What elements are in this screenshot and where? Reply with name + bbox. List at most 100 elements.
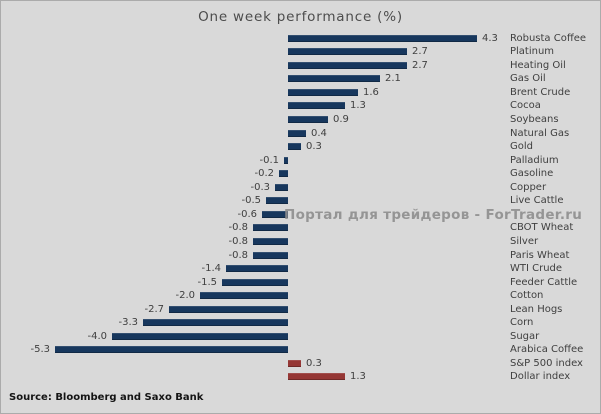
value-label: 4.3 (482, 32, 498, 44)
value-label: -2.0 (175, 290, 195, 302)
category-label: Cocoa (510, 100, 541, 112)
commodity-bar (222, 278, 288, 286)
bar-row: 2.7 Platinum (1, 45, 600, 59)
commodity-bar (266, 197, 288, 205)
commodity-bar (200, 292, 288, 300)
value-label: -4.0 (87, 330, 107, 342)
commodity-bar (253, 224, 288, 232)
commodity-bar (169, 305, 288, 313)
value-label: -1.5 (197, 276, 217, 288)
bar-row: 0.3 Gold (1, 140, 600, 154)
bar-row: -4.0 Sugar (1, 330, 600, 344)
value-label: -0.6 (237, 208, 257, 220)
bar-row: -0.2 Gasoline (1, 167, 600, 181)
value-label: 1.6 (363, 86, 379, 98)
commodity-bar (288, 129, 306, 137)
value-label: 0.3 (306, 141, 322, 153)
commodity-bar (262, 210, 288, 218)
commodity-bar (275, 183, 288, 191)
commodity-bar (288, 88, 358, 96)
value-label: 2.1 (385, 73, 401, 85)
bar-row: -0.8 Paris Wheat (1, 249, 600, 263)
commodity-bar (253, 251, 288, 259)
category-label: Feeder Cattle (510, 276, 578, 288)
value-label: -0.8 (228, 235, 248, 247)
value-label: 0.3 (306, 357, 322, 369)
category-label: Gas Oil (510, 73, 546, 85)
commodity-bar (112, 332, 288, 340)
bar-row: 1.6 Brent Crude (1, 86, 600, 100)
bar-row: -0.5 Live Cattle (1, 194, 600, 208)
commodity-bar (279, 170, 288, 178)
commodity-bar (143, 319, 288, 327)
category-label: Copper (510, 181, 547, 193)
value-label: 0.9 (333, 114, 349, 126)
category-label: Gold (510, 141, 533, 153)
category-label: Sugar (510, 330, 540, 342)
bar-row: -0.8 CBOT Wheat (1, 221, 600, 235)
bar-row: 0.9 Soybeans (1, 113, 600, 127)
category-label: Heating Oil (510, 59, 566, 71)
bar-row: -1.4 WTI Crude (1, 262, 600, 276)
bar-row: -0.1 Palladium (1, 154, 600, 168)
bar-row: 2.1 Gas Oil (1, 72, 600, 86)
bar-row: -2.0 Cotton (1, 289, 600, 303)
bar-row: 1.3 Cocoa (1, 99, 600, 113)
category-label: S&P 500 index (510, 357, 583, 369)
value-label: -0.5 (241, 195, 261, 207)
commodity-bar (284, 156, 288, 164)
commodity-bar (288, 143, 301, 151)
category-label: Paris Wheat (510, 249, 570, 261)
bar-row: -1.5 Feeder Cattle (1, 276, 600, 290)
category-label: WTI Crude (510, 263, 563, 275)
index-bar (288, 373, 345, 381)
source-note: Source: Bloomberg and Saxo Bank (9, 392, 204, 403)
category-label: Silver (510, 235, 539, 247)
category-label: Robusta Coffee (510, 32, 587, 44)
commodity-bar (288, 116, 328, 124)
value-label: 1.3 (350, 100, 366, 112)
category-label: Lean Hogs (510, 303, 563, 315)
value-label: -5.3 (30, 344, 50, 356)
category-label: Corn (510, 317, 534, 329)
category-label: Cotton (510, 290, 544, 302)
value-label: -0.8 (228, 249, 248, 261)
value-label: -2.7 (144, 303, 164, 315)
commodity-bar (288, 34, 477, 42)
chart-title: One week performance (%) (198, 9, 403, 25)
value-label: -3.3 (118, 317, 138, 329)
commodity-bar (288, 61, 407, 69)
value-label: -0.1 (259, 154, 279, 166)
commodity-bar (288, 48, 407, 56)
bar-row: 4.3 Robusta Coffee (1, 32, 600, 46)
category-label: Soybeans (510, 114, 559, 126)
index-bar (288, 359, 301, 367)
bar-row: 0.3 S&P 500 index (1, 357, 600, 371)
bar-row: -0.8 Silver (1, 235, 600, 249)
value-label: -0.2 (254, 168, 274, 180)
commodity-bar (288, 75, 380, 83)
category-label: Gasoline (510, 168, 554, 180)
category-label: Dollar index (510, 371, 571, 383)
value-label: 2.7 (412, 59, 428, 71)
value-label: -0.3 (250, 181, 270, 193)
category-label: Brent Crude (510, 86, 571, 98)
category-label: Palladium (510, 154, 559, 166)
category-label: Platinum (510, 46, 555, 58)
value-label: -1.4 (201, 263, 221, 275)
bar-row: -0.6 (1, 208, 600, 222)
commodity-bar (253, 237, 288, 245)
bar-row: -3.3 Corn (1, 316, 600, 330)
bar-row: 0.4 Natural Gas (1, 127, 600, 141)
watermark-text: Портал для трейдеров - ForTrader.ru (284, 207, 583, 223)
bar-row: -0.3 Copper (1, 181, 600, 195)
commodity-bar (55, 346, 288, 354)
category-label: Natural Gas (510, 127, 570, 139)
value-label: 1.3 (350, 371, 366, 383)
bar-row: 1.3 Dollar index (1, 370, 600, 384)
bar-row: -2.7 Lean Hogs (1, 303, 600, 317)
category-label: CBOT Wheat (510, 222, 574, 234)
commodity-bar (288, 102, 345, 110)
